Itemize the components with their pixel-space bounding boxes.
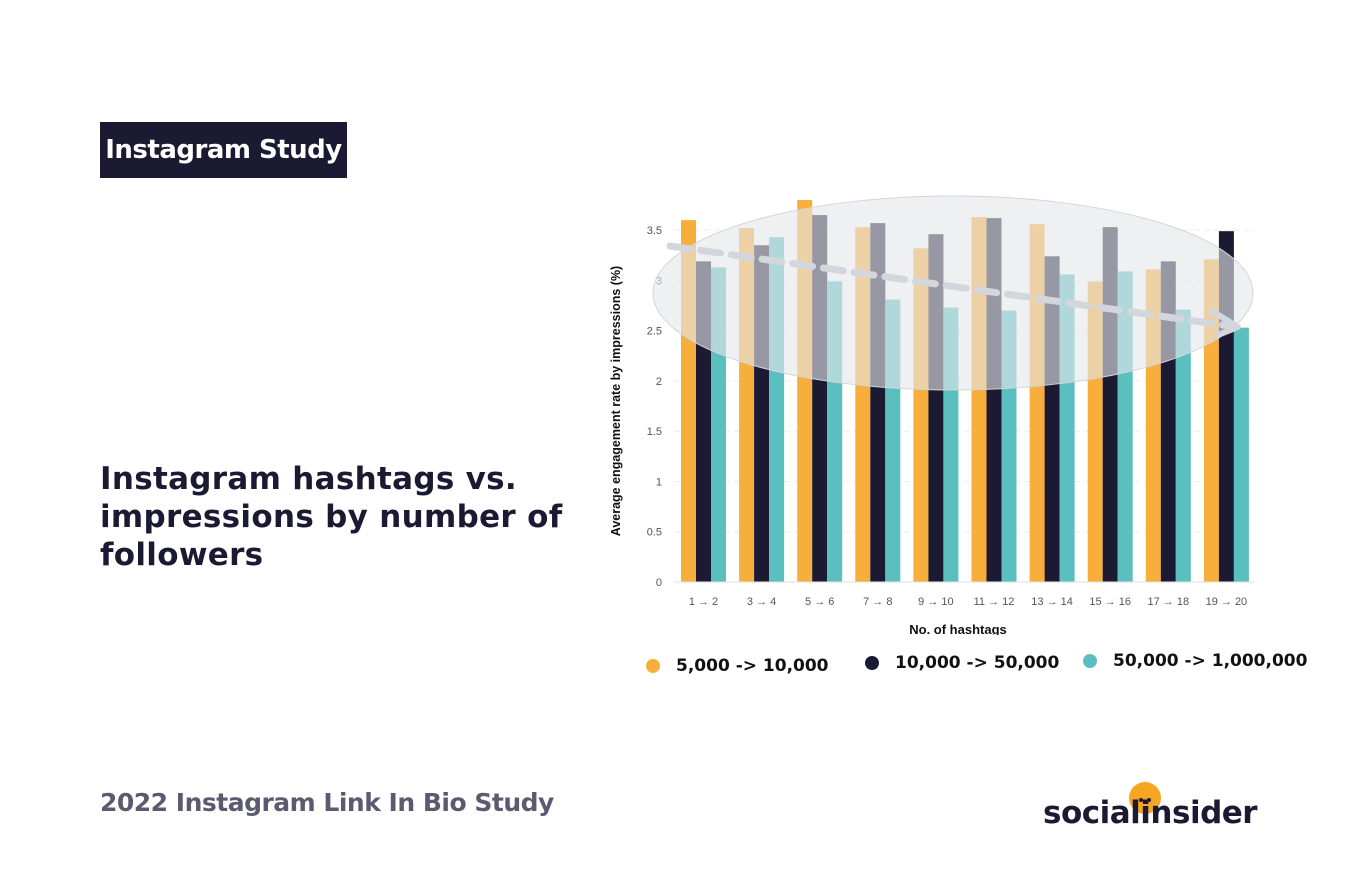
x-tick-label: 3 → 4 <box>747 596 776 608</box>
page-title: Instagram hashtags vs. impressions by nu… <box>100 461 563 573</box>
x-axis-label: No. of hashtags <box>909 622 1007 635</box>
y-tick-label: 1 <box>656 476 662 488</box>
logo-text: socialinsider <box>1043 795 1258 831</box>
legend-item-series-1: 5,000 -> 10,000 <box>646 656 829 676</box>
y-tick-label: 1.5 <box>647 426 662 438</box>
y-tick-label: 2 <box>656 376 662 388</box>
bar <box>1175 309 1191 582</box>
footer-study-title: 2022 Instagram Link In Bio Study <box>100 788 554 817</box>
legend-label-series-1: 5,000 -> 10,000 <box>676 656 829 676</box>
x-tick-label: 15 → 16 <box>1089 596 1131 608</box>
x-tick-label: 17 → 18 <box>1148 596 1190 608</box>
x-tick-label: 1 → 2 <box>689 596 718 608</box>
y-axis-label: Average engagement rate by impressions (… <box>609 266 623 536</box>
chart-legend: 5,000 -> 10,000 10,000 -> 50,000 50,000 … <box>640 648 1320 678</box>
legend-dot-series-2 <box>865 656 879 670</box>
x-tick-label: 9 → 10 <box>918 596 953 608</box>
y-tick-label: 3.5 <box>647 225 662 237</box>
socialinsider-logo: socialinsider <box>1043 780 1258 835</box>
study-badge-label: Instagram Study <box>105 135 342 165</box>
y-tick-label: 0.5 <box>647 527 662 539</box>
study-badge: Instagram Study <box>100 122 347 178</box>
legend-label-series-3: 50,000 -> 1,000,000 <box>1113 651 1308 671</box>
highlight-ellipse <box>652 195 1254 391</box>
bar <box>1233 327 1249 582</box>
x-tick-label: 5 → 6 <box>805 596 834 608</box>
y-tick-label: 2.5 <box>647 326 662 338</box>
bar-chart: 00.511.522.533.51 → 23 → 45 → 67 → 89 → … <box>609 195 1255 635</box>
legend-label-series-2: 10,000 -> 50,000 <box>895 653 1060 673</box>
x-tick-label: 7 → 8 <box>863 596 892 608</box>
legend-item-series-2: 10,000 -> 50,000 <box>865 653 1059 673</box>
legend-dot-series-3 <box>1083 654 1097 668</box>
legend-item-series-3: 50,000 -> 1,000,000 <box>1083 651 1307 671</box>
trend-arrow-line <box>666 242 1234 330</box>
y-tick-label: 0 <box>656 577 662 589</box>
x-tick-label: 13 → 14 <box>1031 596 1073 608</box>
x-tick-label: 11 → 12 <box>974 596 1015 608</box>
trend-arrow-head-icon <box>1209 308 1241 338</box>
logo-face-icon <box>1129 782 1161 814</box>
x-tick-label: 19 → 20 <box>1206 596 1248 608</box>
legend-dot-series-1 <box>646 659 660 673</box>
